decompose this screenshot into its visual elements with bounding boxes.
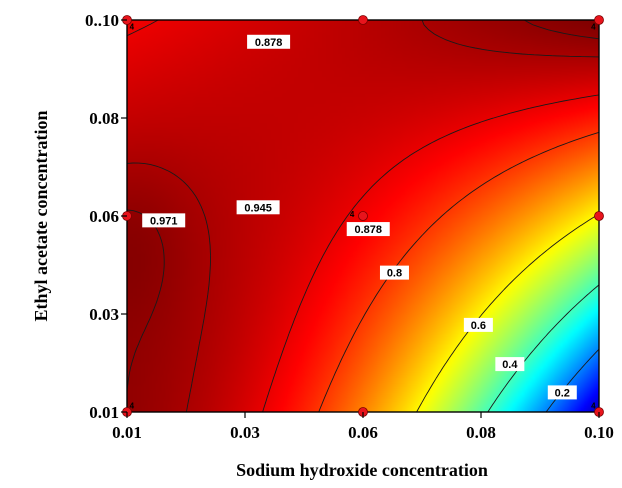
contour-label-text: 0.2 xyxy=(555,387,570,399)
contour-label-text: 0.971 xyxy=(150,215,178,227)
x-tick-label: 0.08 xyxy=(466,423,496,442)
y-tick-label: 0.03 xyxy=(89,305,119,324)
design-point xyxy=(358,211,368,221)
x-tick-label: 0.03 xyxy=(230,423,260,442)
contour-label-box xyxy=(142,213,186,228)
contour-label-box xyxy=(247,34,291,49)
contour-label-box xyxy=(346,222,390,237)
contour-label-text: 0.4 xyxy=(502,359,518,371)
x-tick-label: 0.10 xyxy=(584,423,614,442)
y-tick-label: 0.06 xyxy=(89,207,119,226)
design-point xyxy=(594,15,604,25)
replicate-count-label: 4 xyxy=(130,23,135,32)
contour-label: 0.945 xyxy=(236,200,280,215)
contour-line xyxy=(318,131,599,412)
x-axis-title: Sodium hydroxide concentration xyxy=(236,460,488,480)
contour-label: 0.8 xyxy=(379,265,409,280)
contour-line xyxy=(127,20,599,412)
contour-label: 0.878 xyxy=(247,34,291,49)
design-point xyxy=(358,15,368,25)
contour-label-text: 0.878 xyxy=(255,37,283,49)
design-point xyxy=(594,211,604,221)
contour-label-text: 0.8 xyxy=(387,268,402,280)
contour-label-text: 0.878 xyxy=(354,224,382,236)
contour-label-box xyxy=(495,357,525,372)
replicate-count-label: 4 xyxy=(591,401,596,410)
contour-label-box xyxy=(379,265,409,280)
contour-lines xyxy=(127,20,599,412)
contour-label-text: 0.6 xyxy=(471,320,486,332)
plot-area xyxy=(126,19,600,413)
replicate-labels: 4 4 4 4 4 xyxy=(130,23,597,411)
replicate-count-label: 4 xyxy=(591,23,596,32)
x-tick-label: 0.06 xyxy=(348,423,378,442)
contour-label-box xyxy=(236,200,280,215)
contour-label: 0.6 xyxy=(463,317,493,332)
contour-label: 0.878 xyxy=(346,222,390,237)
x-tick-label: 0.01 xyxy=(112,423,142,442)
contour-label: 0.2 xyxy=(547,385,577,400)
contour-label: 0.4 xyxy=(495,357,525,372)
axes: 0.01 0.03 0.06 0.08 0.10 0.01 0.03 0.06 0.08 0..1… xyxy=(85,11,614,442)
replicate-count-label: 4 xyxy=(130,401,135,410)
contour-label-text: 0.945 xyxy=(244,202,272,214)
contour-label: 0.971 xyxy=(142,213,186,228)
contour-line xyxy=(416,213,599,412)
contour-label-box xyxy=(547,385,577,400)
y-axis-title: Ethyl acetate concentration xyxy=(31,111,51,322)
y-tick-label: 0..10 xyxy=(85,11,119,30)
y-tick-label: 0.01 xyxy=(89,403,119,422)
contour-label-box xyxy=(463,317,493,332)
y-tick-label: 0.08 xyxy=(89,109,119,128)
contour-labels: 0.878 0.971 0.945 0.878 0.8 0.6 0.4 0.2 xyxy=(142,34,577,400)
replicate-count-label: 4 xyxy=(350,210,355,219)
